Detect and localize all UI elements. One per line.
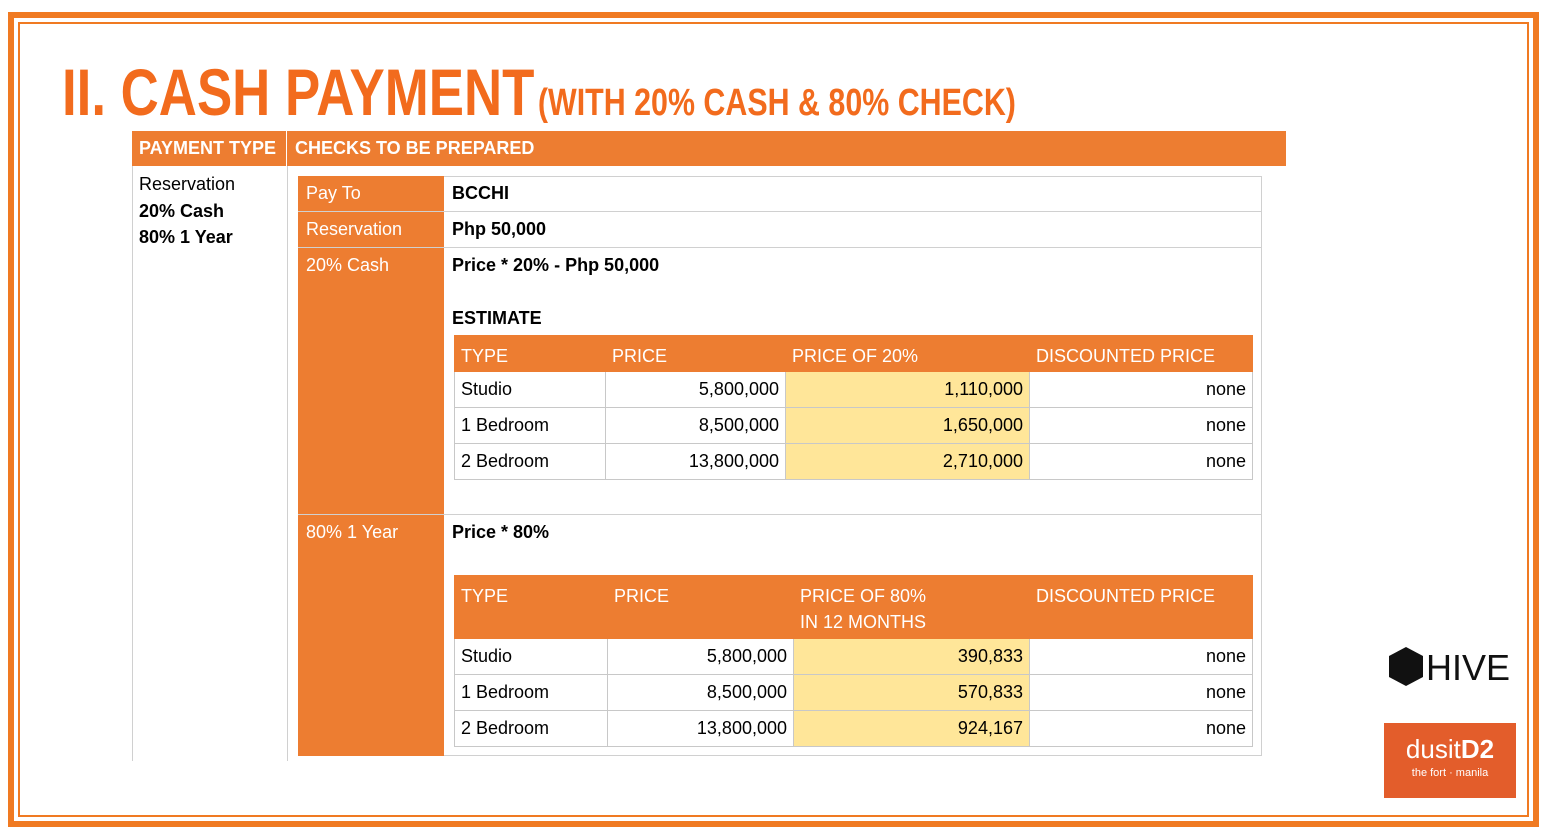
cell: 390,833 (793, 638, 1030, 675)
border (132, 166, 133, 761)
cell: none (1029, 674, 1253, 711)
header-row: TYPE PRICE PRICE OF 20% DISCOUNTED PRICE (454, 335, 1253, 372)
row-label: Reservation (306, 219, 403, 239)
label-column (298, 176, 444, 756)
brand-logo: dusitD2 the fort · manila (1384, 723, 1516, 798)
cell: 2 Bedroom (454, 443, 606, 480)
border (298, 247, 1262, 248)
cell: 5,800,000 (605, 371, 786, 408)
row-value: Price * 20% - Php 50,000 (452, 255, 660, 275)
cell: 13,800,000 (607, 710, 794, 747)
data-row: Studio 5,800,000 390,833 none (454, 638, 1253, 675)
row-value: BCCHI (452, 183, 509, 203)
title: II. CASH PAYMENT (62, 55, 535, 129)
brand-tagline: the fort · manila (1411, 767, 1489, 779)
cell: 924,167 (793, 710, 1030, 747)
estimate-table: TYPE PRICE PRICE OF 80% IN 12 MONTHS DISCOU… (454, 575, 1253, 747)
header-cell: CHECKS TO BE PREPARED (287, 131, 1286, 166)
cell: 8,500,000 (607, 674, 794, 711)
cell: 8,500,000 (605, 407, 786, 444)
payment-type: Reservation (139, 174, 236, 194)
row-value: Price * 80% (452, 522, 550, 542)
cell: Studio (454, 638, 608, 675)
border (298, 514, 1262, 515)
payment-type: 20% Cash (139, 201, 225, 221)
data-row: 2 Bedroom 13,800,000 924,167 none (454, 710, 1253, 747)
estimate-table: TYPE PRICE PRICE OF 20% DISCOUNTED PRICE Stu… (454, 335, 1253, 480)
cell: 5,800,000 (607, 638, 794, 675)
cell: none (1029, 443, 1253, 480)
border (298, 211, 1262, 212)
cell: none (1029, 407, 1253, 444)
row-label: 20% Cash (306, 255, 390, 275)
hexagon (1389, 647, 1423, 686)
row-label: 80% 1 Year (306, 522, 399, 542)
data-row: 1 Bedroom 8,500,000 1,650,000 none (454, 407, 1253, 444)
row-label: Pay To (306, 183, 361, 203)
header-cell: PRICE (607, 575, 794, 639)
data-row: Studio 5,800,000 1,110,000 none (454, 371, 1253, 408)
header-cell: DISCOUNTED PRICE (1029, 575, 1253, 639)
brand-bold: D2 (1460, 734, 1495, 764)
cell: 1 Bedroom (454, 407, 606, 444)
header-cell: PRICE OF 20% (785, 335, 1030, 372)
frame-inner (18, 22, 1529, 817)
cell: 1 Bedroom (454, 674, 608, 711)
border (287, 166, 288, 761)
subtitle: (WITH 20% CASH & 80% CHECK) (537, 82, 1016, 124)
row-value: Php 50,000 (452, 219, 547, 239)
brand-text: dusit (1405, 734, 1461, 764)
cell: 13,800,000 (605, 443, 786, 480)
cell: 2 Bedroom (454, 710, 608, 747)
hive-logo: HIVE (1389, 647, 1510, 688)
header-cell: PAYMENT TYPE (132, 131, 287, 166)
cell: none (1029, 371, 1253, 408)
data-row: 2 Bedroom 13,800,000 2,710,000 none (454, 443, 1253, 480)
brand-name: dusitD2 (1384, 735, 1516, 763)
frame-outer (8, 12, 1539, 827)
cell: 2,710,000 (785, 443, 1030, 480)
header-cell: TYPE (454, 575, 608, 639)
data-row: 1 Bedroom 8,500,000 570,833 none (454, 674, 1253, 711)
hive-text: HIVE (1426, 647, 1510, 688)
title-block: II. CASH PAYMENT (WITH 20% CASH & 80% CH… (62, 54, 1016, 130)
cell: none (1029, 710, 1253, 747)
header-cell: TYPE (454, 335, 606, 372)
header-cell: DISCOUNTED PRICE (1029, 335, 1253, 372)
header-cell: PRICE OF 80% IN 12 MONTHS (793, 575, 1030, 639)
cell: none (1029, 638, 1253, 675)
payment-type: 80% 1 Year (139, 227, 233, 247)
cell: 1,650,000 (785, 407, 1030, 444)
estimate-note: ESTIMATE (452, 308, 542, 328)
cell: Studio (454, 371, 606, 408)
cell: 570,833 (793, 674, 1030, 711)
header-row: TYPE PRICE PRICE OF 80% IN 12 MONTHS DISCOU… (454, 575, 1253, 639)
header-cell: PRICE (605, 335, 786, 372)
cell: 1,110,000 (785, 371, 1030, 408)
